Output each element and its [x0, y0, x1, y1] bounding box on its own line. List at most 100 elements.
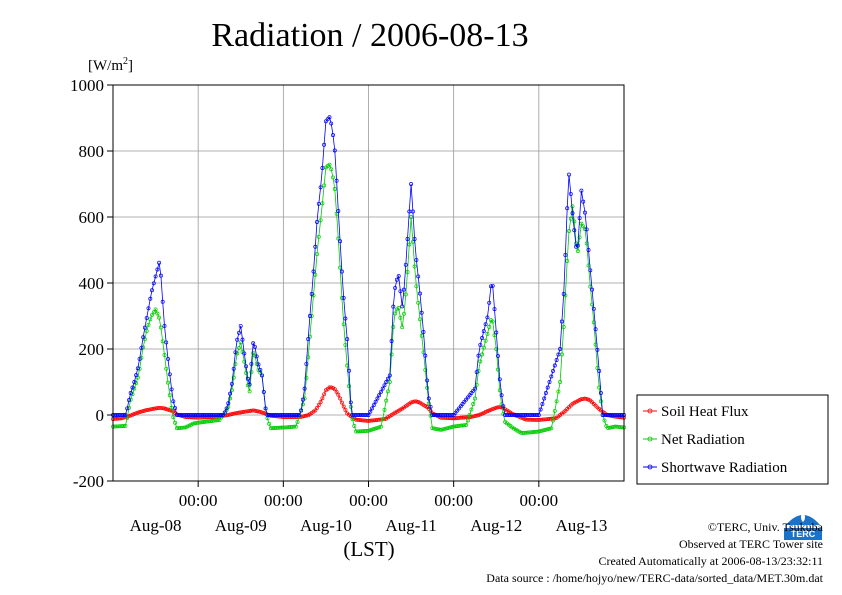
x-axis-ticks: 00:00 00:00 00:00 00:00 00:00 Aug-08 Aug-09 Aug… — [130, 481, 607, 535]
data-point-shortwave-radiation — [300, 397, 305, 402]
data-point-net-radiation — [494, 347, 499, 351]
data-point-shortwave-radiation — [425, 378, 430, 383]
data-point-soil-heat-flux — [497, 404, 502, 409]
data-point-shortwave-radiation — [577, 216, 582, 221]
data-point-shortwave-radiation — [167, 372, 172, 377]
data-point-soil-heat-flux — [483, 410, 488, 414]
data-point-shortwave-radiation — [366, 413, 371, 417]
data-point-net-radiation — [196, 420, 201, 425]
data-point-shortwave-radiation — [492, 307, 497, 312]
data-point-shortwave-radiation — [332, 148, 337, 153]
y-axis-unit: [W/m2] — [88, 56, 133, 74]
data-point-shortwave-radiation — [297, 413, 302, 417]
data-point-net-radiation — [197, 420, 202, 425]
data-point-net-radiation — [598, 399, 603, 404]
data-point-soil-heat-flux — [229, 412, 234, 417]
data-point-shortwave-radiation — [229, 381, 234, 386]
data-point-shortwave-radiation — [116, 413, 121, 417]
data-point-shortwave-radiation — [561, 292, 566, 296]
data-point-shortwave-radiation — [327, 115, 332, 120]
data-point-net-radiation — [313, 272, 318, 277]
legend-box — [636, 394, 829, 485]
data-point-shortwave-radiation — [164, 340, 169, 345]
data-point-shortwave-radiation — [559, 319, 564, 324]
data-point-shortwave-radiation — [274, 413, 279, 417]
logo-text: TERC — [791, 529, 816, 539]
data-point-net-radiation — [543, 427, 548, 432]
data-point-shortwave-radiation — [311, 269, 316, 274]
data-point-net-radiation — [371, 427, 376, 432]
data-point-soil-heat-flux — [371, 418, 376, 423]
data-point-net-radiation — [496, 367, 500, 372]
data-point-shortwave-radiation — [595, 347, 600, 352]
data-point-soil-heat-flux — [245, 409, 250, 414]
data-point-soil-heat-flux — [412, 399, 417, 404]
data-point-shortwave-radiation — [171, 399, 176, 404]
data-point-net-radiation — [378, 424, 383, 429]
data-point-shortwave-radiation — [178, 413, 183, 417]
data-point-shortwave-radiation — [536, 413, 541, 417]
observed-text: Observed at TERC Tower site — [678, 537, 823, 551]
data-point-shortwave-radiation — [410, 209, 415, 214]
data-point-net-radiation — [377, 425, 382, 430]
data-point-net-radiation — [121, 424, 126, 428]
data-point-shortwave-radiation — [433, 413, 438, 417]
data-point-soil-heat-flux — [428, 409, 433, 413]
data-point-soil-heat-flux — [153, 406, 158, 411]
data-point-soil-heat-flux — [146, 407, 151, 412]
chart-title: Radiation / 2006-08-13 — [211, 17, 528, 54]
credits-block: ©TERC, Univ. Tsukuba Observed at TERC To… — [486, 519, 823, 587]
data-point-shortwave-radiation — [295, 413, 300, 417]
data-point-net-radiation — [231, 375, 236, 380]
data-point-shortwave-radiation — [121, 413, 126, 417]
x-day-label-3: Aug-11 — [385, 516, 436, 535]
data-point-net-radiation — [418, 317, 422, 322]
data-point-net-radiation — [577, 235, 582, 240]
data-point-net-radiation — [366, 428, 371, 433]
data-point-shortwave-radiation — [402, 287, 406, 292]
data-point-soil-heat-flux — [488, 407, 493, 412]
data-point-soil-heat-flux — [441, 415, 445, 420]
data-point-soil-heat-flux — [332, 387, 337, 392]
data-point-shortwave-radiation — [503, 413, 508, 417]
data-point-shortwave-radiation — [347, 368, 351, 373]
data-point-soil-heat-flux — [251, 408, 256, 413]
data-point-soil-heat-flux — [166, 407, 170, 412]
data-point-soil-heat-flux — [192, 415, 197, 420]
data-point-shortwave-radiation — [306, 337, 311, 342]
data-point-net-radiation — [442, 426, 447, 431]
x-tick-time-label-4: 00:00 — [519, 491, 558, 510]
data-point-soil-heat-flux — [197, 415, 202, 420]
data-point-shortwave-radiation — [226, 401, 231, 406]
data-point-net-radiation — [233, 361, 238, 366]
data-point-net-radiation — [591, 320, 596, 325]
data-point-shortwave-radiation — [474, 370, 479, 375]
data-point-shortwave-radiation — [394, 277, 399, 282]
data-point-net-radiation — [419, 333, 424, 338]
data-point-shortwave-radiation — [313, 244, 318, 249]
data-point-net-radiation — [169, 405, 174, 410]
data-point-shortwave-radiation — [558, 347, 563, 351]
data-point-soil-heat-flux — [114, 416, 119, 421]
data-point-shortwave-radiation — [302, 386, 307, 391]
data-point-soil-heat-flux — [343, 407, 348, 412]
data-point-net-radiation — [144, 328, 149, 333]
data-point-shortwave-radiation — [377, 393, 382, 398]
terc-logo-icon: TERC — [782, 503, 824, 541]
data-point-soil-heat-flux — [144, 408, 149, 413]
data-point-net-radiation — [329, 167, 334, 172]
x-day-label-5: Aug-13 — [555, 516, 607, 535]
data-point-soil-heat-flux — [260, 410, 264, 415]
grid-lines — [113, 85, 624, 481]
data-point-shortwave-radiation — [233, 350, 238, 355]
data-point-soil-heat-flux — [339, 400, 344, 405]
y-tick-label-3: 400 — [79, 274, 105, 293]
data-point-net-radiation — [316, 234, 321, 239]
data-point-net-radiation — [268, 426, 273, 431]
data-point-shortwave-radiation — [173, 406, 178, 411]
data-point-soil-heat-flux — [302, 414, 307, 418]
data-point-shortwave-radiation — [320, 166, 325, 170]
data-point-shortwave-radiation — [538, 407, 543, 412]
data-point-shortwave-radiation — [238, 323, 243, 328]
data-point-net-radiation — [213, 418, 218, 423]
